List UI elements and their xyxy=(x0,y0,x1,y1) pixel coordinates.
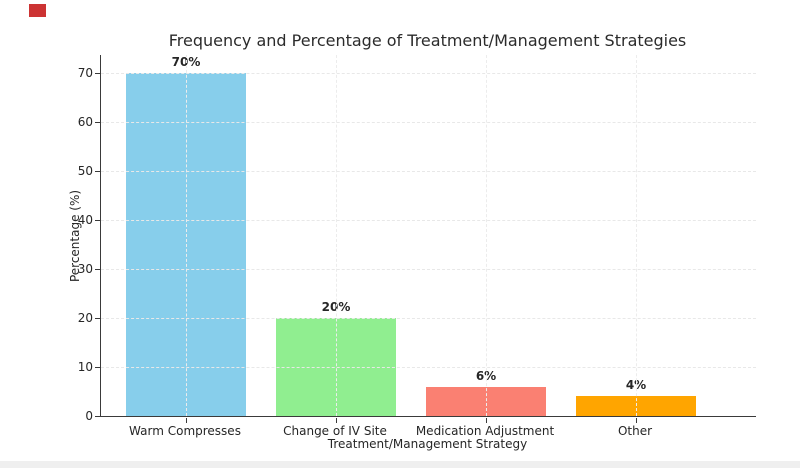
y-tick-label-70: 70 xyxy=(77,66,93,80)
x-tick-label-medication-adjustment: Medication Adjustment xyxy=(415,424,555,438)
x-axis-label: Treatment/Management Strategy xyxy=(327,437,528,451)
x-tick-label-warm-compresses: Warm Compresses xyxy=(129,424,241,438)
y-tick-60 xyxy=(94,122,100,123)
plot-area: Percentage (%) 70% 20% 6% 4% xyxy=(68,55,756,423)
h-gridline-30 xyxy=(101,269,756,270)
y-tick-10 xyxy=(94,367,100,368)
x-tick-warm-compresses xyxy=(186,417,187,423)
x-tick-medication-adjustment xyxy=(486,417,487,423)
y-tick-40 xyxy=(94,220,100,221)
h-gridline-60 xyxy=(101,122,756,123)
v-gridline-medication-adjustment xyxy=(486,55,487,416)
y-tick-20 xyxy=(94,318,100,319)
bar-value-label-change-of-iv-site: 20% xyxy=(321,300,351,314)
y-tick-label-0: 0 xyxy=(85,409,93,423)
h-gridline-10 xyxy=(101,367,756,368)
y-tick-label-60: 60 xyxy=(77,115,93,129)
v-gridline-change-of-iv-site xyxy=(336,55,337,416)
h-gridline-20 xyxy=(101,318,756,319)
y-tick-label-10: 10 xyxy=(77,360,93,374)
bottom-edge-band xyxy=(0,461,800,468)
red-marker-artifact xyxy=(29,4,46,17)
y-tick-70 xyxy=(94,73,100,74)
y-tick-label-50: 50 xyxy=(77,164,93,178)
h-gridline-70 xyxy=(101,73,756,74)
x-tick-label-other: Other xyxy=(617,424,653,438)
y-tick-50 xyxy=(94,171,100,172)
y-tick-30 xyxy=(94,269,100,270)
h-gridline-40 xyxy=(101,220,756,221)
y-tick-label-30: 30 xyxy=(77,262,93,276)
bar-value-label-warm-compresses: 70% xyxy=(171,55,201,69)
x-tick-label-change-of-iv-site: Change of IV Site xyxy=(283,424,387,438)
v-gridline-warm-compresses xyxy=(186,55,187,416)
y-tick-0 xyxy=(94,416,100,417)
chart-title: Frequency and Percentage of Treatment/Ma… xyxy=(168,31,687,50)
y-tick-label-40: 40 xyxy=(77,213,93,227)
y-tick-label-20: 20 xyxy=(77,311,93,325)
x-tick-other xyxy=(636,417,637,423)
x-tick-change-of-iv-site xyxy=(336,417,337,423)
h-gridline-50 xyxy=(101,171,756,172)
v-gridline-other xyxy=(636,55,637,416)
bars-region: 70% 20% 6% 4% xyxy=(111,55,711,416)
